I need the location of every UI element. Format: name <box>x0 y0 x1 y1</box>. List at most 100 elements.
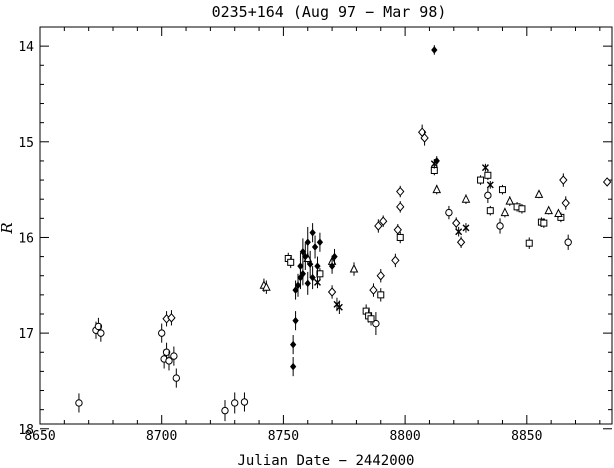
data-point-filled-diamond <box>292 280 299 300</box>
data-point-filled-diamond <box>309 223 316 243</box>
data-point-circle <box>170 346 178 366</box>
marker-diamond <box>420 133 429 143</box>
data-point-square <box>486 205 494 216</box>
data-point-filled-diamond <box>292 311 299 331</box>
marker-circle <box>231 399 239 407</box>
data-point-circle <box>564 234 572 250</box>
marker-diamond <box>391 255 400 266</box>
data-point-diamond <box>396 201 405 213</box>
data-point-square <box>316 268 324 280</box>
marker-square <box>540 219 548 227</box>
x-tick-label: 8650 <box>24 429 55 444</box>
marker-triangle <box>544 205 554 215</box>
data-point-cross <box>481 163 489 172</box>
marker-diamond <box>376 270 385 281</box>
data-points <box>75 45 612 422</box>
data-point-filled-diamond <box>316 232 324 252</box>
marker-square <box>477 176 485 184</box>
marker-filled-diamond <box>431 46 438 54</box>
data-point-cross <box>455 226 463 237</box>
marker-triangle <box>500 207 510 217</box>
marker-circle <box>445 208 453 217</box>
data-point-filled-diamond <box>299 238 307 266</box>
x-axis-label: Julian Date − 2442000 <box>237 453 414 468</box>
marker-filled-diamond <box>302 252 309 261</box>
marker-cross <box>481 164 489 172</box>
marker-circle <box>484 191 492 200</box>
data-point-circle <box>158 323 166 343</box>
data-point-square <box>477 175 485 185</box>
data-point-triangle <box>534 189 544 199</box>
data-point-square <box>498 184 506 195</box>
data-point-square <box>287 256 295 269</box>
data-point-diamond <box>456 236 466 248</box>
data-point-triangle <box>500 207 510 218</box>
data-point-cross <box>486 181 494 189</box>
marker-triangle <box>432 184 442 194</box>
marker-square <box>287 258 295 266</box>
data-point-filled-diamond <box>433 156 440 166</box>
marker-triangle <box>349 263 359 273</box>
marker-cross <box>335 303 343 311</box>
marker-diamond <box>456 237 466 248</box>
marker-filled-diamond <box>309 273 316 282</box>
marker-circle <box>162 348 171 356</box>
data-point-square <box>396 231 404 244</box>
marker-cross <box>313 278 321 286</box>
data-point-diamond <box>396 185 405 198</box>
marker-circle <box>158 329 166 337</box>
marker-triangle <box>262 282 271 291</box>
marker-triangle <box>534 189 544 198</box>
marker-filled-diamond <box>289 362 297 371</box>
marker-circle <box>221 406 229 415</box>
marker-filled-diamond <box>316 238 324 247</box>
marker-circle <box>496 222 504 230</box>
data-point-triangle <box>505 195 515 206</box>
marker-filled-diamond <box>309 228 316 237</box>
y-axis-label: R <box>0 222 16 234</box>
data-point-diamond <box>167 310 176 326</box>
marker-triangle <box>505 195 515 205</box>
data-point-circle <box>221 400 229 422</box>
data-point-triangle <box>554 208 563 218</box>
data-point-triangle <box>432 184 442 195</box>
y-tick-label: 16 <box>18 231 34 246</box>
data-point-filled-diamond <box>302 243 309 270</box>
y-tick-labels: 14 15 16 17 18 <box>18 40 34 438</box>
y-tick-label: 18 <box>18 423 34 438</box>
data-point-square <box>525 237 533 249</box>
data-point-filled-diamond <box>311 235 319 259</box>
marker-circle <box>165 357 173 365</box>
marker-diamond <box>327 287 337 297</box>
x-tick-label: 8750 <box>268 429 299 444</box>
x-tick-label: 8800 <box>389 429 420 444</box>
marker-circle <box>170 352 178 360</box>
data-point-filled-diamond <box>304 226 311 258</box>
data-point-filled-diamond <box>331 248 338 265</box>
marker-cross <box>455 228 463 236</box>
marker-square <box>525 239 533 247</box>
x-tick-labels: 8650 8700 8750 8800 8850 <box>24 429 542 444</box>
data-point-circle <box>231 392 239 414</box>
data-point-filled-diamond <box>307 250 314 278</box>
marker-circle <box>97 329 105 337</box>
data-point-cross <box>313 276 321 289</box>
data-point-diamond <box>391 253 400 268</box>
marker-filled-diamond <box>289 340 297 349</box>
marker-square <box>316 270 324 278</box>
data-point-filled-diamond <box>297 266 304 290</box>
data-point-filled-diamond <box>309 266 316 290</box>
marker-circle <box>172 374 181 382</box>
marker-square <box>518 205 526 213</box>
marker-diamond <box>559 175 568 185</box>
data-point-diamond <box>602 177 612 187</box>
data-point-diamond <box>369 283 378 297</box>
data-point-filled-diamond <box>299 262 307 286</box>
marker-circle <box>240 398 249 406</box>
marker-cross <box>486 181 494 189</box>
data-point-square <box>484 170 492 181</box>
axis-ticks <box>39 26 612 430</box>
marker-filled-diamond <box>307 260 314 269</box>
data-point-triangle <box>544 205 554 215</box>
